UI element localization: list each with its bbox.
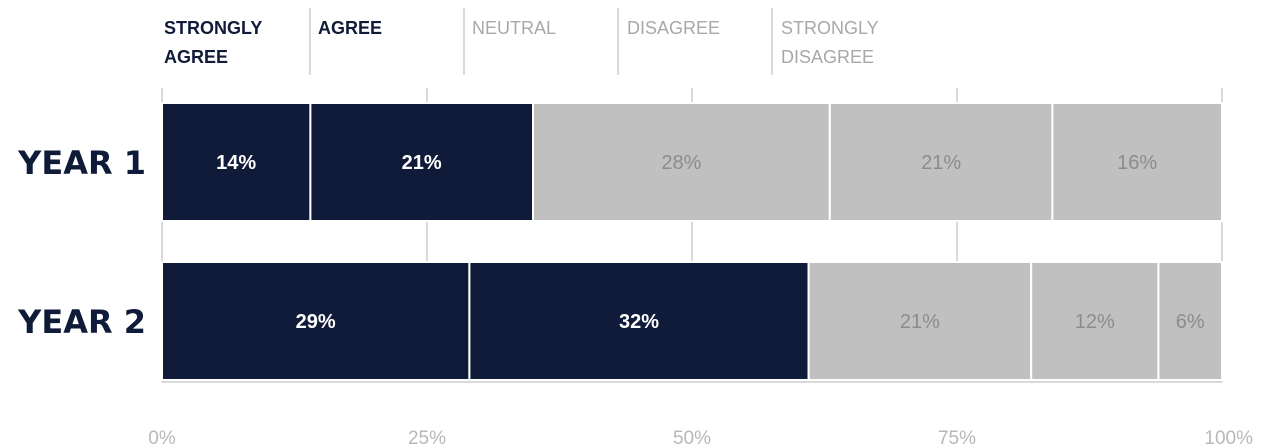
legend-entry: DISAGREE [627,18,720,38]
data-label: 21% [402,152,442,174]
data-label: 32% [619,311,659,333]
x-tick-label: 100% [1204,428,1253,448]
legend-entry: NEUTRAL [472,18,556,38]
category-label: YEAR 2 [17,303,146,341]
x-tick-label: 25% [408,428,446,448]
data-label: 12% [1075,311,1115,333]
x-axis-ticks: 0% 25% 50% 75% 100% [148,428,1253,448]
data-label: 16% [1117,152,1157,174]
data-label: 29% [296,311,336,333]
row-labels: YEAR 1 YEAR 2 [17,144,146,341]
data-label: 21% [921,152,961,174]
data-label: 21% [900,311,940,333]
data-label: 6% [1176,311,1205,333]
x-tick-label: 75% [938,428,976,448]
legend-entry: STRONGLY DISAGREE [781,18,879,67]
legend-entry: AGREE [318,18,382,38]
data-label: 28% [661,152,701,174]
category-label: YEAR 1 [17,144,146,182]
x-tick-label: 0% [148,428,176,448]
legend-entry: STRONGLY AGREE [164,18,262,67]
data-label: 14% [216,152,256,174]
legend: STRONGLY AGREE AGREE NEUTRAL DISAGREE STRONGL… [164,8,879,75]
x-tick-label: 50% [673,428,711,448]
